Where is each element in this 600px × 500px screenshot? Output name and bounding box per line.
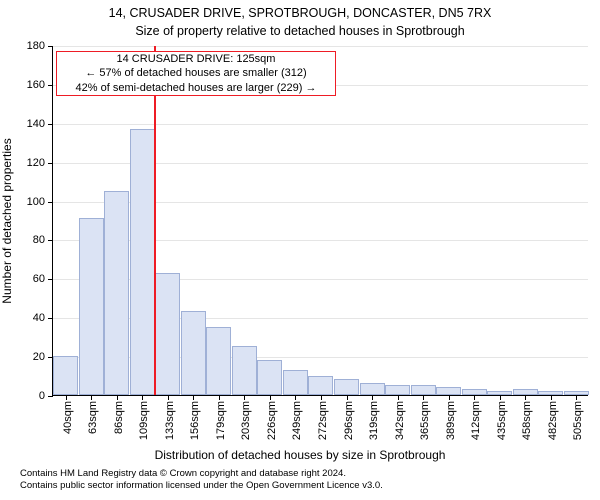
xtick-mark: [295, 395, 296, 400]
xtick-label: 109sqm: [138, 401, 150, 440]
xtick-label: 249sqm: [291, 401, 303, 440]
histogram-bar: [308, 376, 333, 395]
gridline: [53, 46, 588, 47]
xtick-label: 272sqm: [317, 401, 329, 440]
footer: Contains HM Land Registry data © Crown c…: [0, 468, 600, 492]
xtick-label: 133sqm: [164, 401, 176, 440]
xtick-mark: [270, 395, 271, 400]
ytick-label: 80: [33, 234, 53, 246]
callout-line: ← 57% of detached houses are smaller (31…: [57, 66, 335, 80]
callout-line: 42% of semi-detached houses are larger (…: [57, 81, 335, 95]
xtick-mark: [193, 395, 194, 400]
xtick-label: 156sqm: [189, 401, 201, 440]
property-marker-line: [154, 46, 156, 395]
xtick-label: 389sqm: [445, 401, 457, 440]
ytick-label: 120: [27, 157, 53, 169]
histogram-bar: [334, 379, 359, 395]
ytick-label: 60: [33, 273, 53, 285]
gridline: [53, 124, 588, 125]
xtick-mark: [347, 395, 348, 400]
xtick-label: 319sqm: [368, 401, 380, 440]
ytick-label: 180: [27, 40, 53, 52]
chart-root: 14, CRUSADER DRIVE, SPROTBROUGH, DONCAST…: [0, 0, 600, 500]
xtick-label: 40sqm: [62, 401, 74, 434]
histogram-bar: [181, 311, 206, 395]
chart-title-line2: Size of property relative to detached ho…: [0, 24, 600, 38]
xtick-label: 296sqm: [343, 401, 355, 440]
ytick-label: 20: [33, 351, 53, 363]
xtick-mark: [168, 395, 169, 400]
xtick-mark: [423, 395, 424, 400]
ytick-label: 160: [27, 79, 53, 91]
xtick-label: 342sqm: [394, 401, 406, 440]
histogram-bar: [130, 129, 155, 395]
xtick-label: 412sqm: [470, 401, 482, 440]
xtick-mark: [372, 395, 373, 400]
plot-area: 02040608010012014016018040sqm63sqm86sqm1…: [52, 46, 588, 396]
xtick-label: 435sqm: [496, 401, 508, 440]
xtick-mark: [449, 395, 450, 400]
xtick-label: 179sqm: [215, 401, 227, 440]
xtick-mark: [321, 395, 322, 400]
property-callout: 14 CRUSADER DRIVE: 125sqm← 57% of detach…: [56, 51, 336, 96]
ytick-label: 0: [39, 390, 53, 402]
chart-title-line1: 14, CRUSADER DRIVE, SPROTBROUGH, DONCAST…: [0, 6, 600, 20]
footer-line2: Contains public sector information licen…: [20, 480, 600, 492]
xtick-mark: [525, 395, 526, 400]
x-axis-label: Distribution of detached houses by size …: [0, 448, 600, 462]
y-axis-label: Number of detached properties: [0, 138, 14, 303]
xtick-label: 482sqm: [547, 401, 559, 440]
xtick-label: 365sqm: [419, 401, 431, 440]
xtick-mark: [576, 395, 577, 400]
histogram-bar: [206, 327, 231, 395]
ytick-label: 100: [27, 196, 53, 208]
xtick-label: 226sqm: [266, 401, 278, 440]
xtick-label: 505sqm: [572, 401, 584, 440]
xtick-label: 63sqm: [87, 401, 99, 434]
xtick-label: 458sqm: [521, 401, 533, 440]
ytick-label: 40: [33, 312, 53, 324]
xtick-mark: [500, 395, 501, 400]
histogram-bar: [283, 370, 308, 395]
xtick-mark: [398, 395, 399, 400]
histogram-bar: [436, 387, 461, 395]
callout-line: 14 CRUSADER DRIVE: 125sqm: [57, 52, 335, 66]
xtick-mark: [244, 395, 245, 400]
xtick-mark: [474, 395, 475, 400]
xtick-mark: [219, 395, 220, 400]
histogram-bar: [79, 218, 104, 395]
xtick-mark: [142, 395, 143, 400]
histogram-bar: [385, 385, 410, 395]
histogram-bar: [411, 385, 436, 395]
histogram-bar: [257, 360, 282, 395]
xtick-mark: [551, 395, 552, 400]
histogram-bar: [53, 356, 78, 395]
xtick-label: 86sqm: [113, 401, 125, 434]
xtick-mark: [117, 395, 118, 400]
histogram-bar: [360, 383, 385, 395]
xtick-mark: [66, 395, 67, 400]
footer-line1: Contains HM Land Registry data © Crown c…: [20, 468, 600, 480]
xtick-label: 203sqm: [240, 401, 252, 440]
ytick-label: 140: [27, 118, 53, 130]
histogram-bar: [155, 273, 180, 396]
histogram-bar: [104, 191, 129, 395]
xtick-mark: [91, 395, 92, 400]
histogram-bar: [232, 346, 257, 395]
